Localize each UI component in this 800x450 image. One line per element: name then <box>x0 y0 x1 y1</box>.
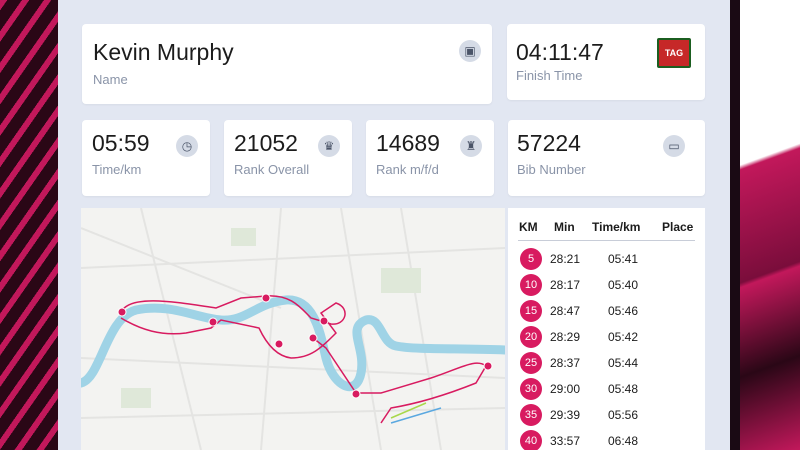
id-card-icon[interactable]: ▣ <box>459 40 481 62</box>
crown-icon[interactable]: ♛ <box>318 135 340 157</box>
runner-name: Kevin Murphy <box>93 39 234 65</box>
stat-label: Time/km <box>92 162 142 177</box>
km-badge: 25 <box>520 352 542 374</box>
header-divider <box>518 240 695 241</box>
km-badge: 40 <box>520 430 542 450</box>
stat-card-pace: 05:59 Time/km ◷ <box>82 120 210 196</box>
sponsor-logo-text: TAG <box>664 48 684 58</box>
stat-label: Rank m/f/d <box>376 162 439 177</box>
split-min: 28:37 <box>550 356 581 370</box>
km-badge: 5 <box>520 248 542 270</box>
km-marker[interactable] <box>319 316 329 326</box>
stat-value: 21052 <box>234 130 298 156</box>
split-min: 29:00 <box>550 382 581 396</box>
split-min: 28:17 <box>550 278 581 292</box>
route-map-svg <box>81 208 505 450</box>
stat-card-rank-gender: 14689 Rank m/f/d ♜ <box>366 120 494 196</box>
stat-value: 57224 <box>517 130 581 156</box>
split-pace: 05:48 <box>608 382 639 396</box>
trophy-icon[interactable]: ♜ <box>460 135 482 157</box>
km-marker[interactable] <box>117 307 127 317</box>
km-badge: 20 <box>520 326 542 348</box>
split-pace: 05:44 <box>608 356 639 370</box>
km-badge: 30 <box>520 378 542 400</box>
split-pace: 06:48 <box>608 434 639 448</box>
table-row[interactable]: 40 33:57 06:48 <box>508 430 705 450</box>
finish-time-label: Finish Time <box>516 68 583 83</box>
km-marker[interactable] <box>483 361 493 371</box>
table-row[interactable]: 20 28:29 05:42 <box>508 326 705 352</box>
stat-value: 05:59 <box>92 130 150 156</box>
table-row[interactable]: 30 29:00 05:48 <box>508 378 705 404</box>
km-badge: 15 <box>520 300 542 322</box>
header-place: Place <box>662 220 694 234</box>
route-extension-blue <box>390 407 442 424</box>
stat-label: Bib Number <box>517 162 586 177</box>
background-stripes-right <box>740 0 800 450</box>
km-marker[interactable] <box>208 317 218 327</box>
split-min: 28:21 <box>550 252 581 266</box>
ticket-icon[interactable]: ▭ <box>663 135 685 157</box>
split-pace: 05:42 <box>608 330 639 344</box>
split-min: 33:57 <box>550 434 581 448</box>
splits-table: KM Min Time/km Place 5 28:21 05:41 10 28… <box>508 208 705 450</box>
km-markers <box>117 293 493 399</box>
table-row[interactable]: 25 28:37 05:44 <box>508 352 705 378</box>
stat-card-bib: 57224 Bib Number ▭ <box>508 120 705 196</box>
split-pace: 05:46 <box>608 304 639 318</box>
route-map[interactable] <box>81 208 505 450</box>
split-pace: 05:56 <box>608 408 639 422</box>
finish-time-card: 04:11:47 Finish Time TAG <box>507 24 705 100</box>
split-min: 29:39 <box>550 408 581 422</box>
split-pace: 05:41 <box>608 252 639 266</box>
split-min: 28:29 <box>550 330 581 344</box>
sponsor-logo: TAG <box>657 38 691 68</box>
name-label: Name <box>93 72 128 87</box>
km-marker[interactable] <box>261 293 271 303</box>
stat-card-rank-overall: 21052 Rank Overall ♛ <box>224 120 352 196</box>
km-marker[interactable] <box>351 389 361 399</box>
stat-value: 14689 <box>376 130 440 156</box>
header-min: Min <box>554 220 575 234</box>
table-row[interactable]: 10 28:17 05:40 <box>508 274 705 300</box>
stat-label: Rank Overall <box>234 162 310 177</box>
header-pace: Time/km <box>592 220 641 234</box>
name-card: Kevin Murphy Name ▣ <box>82 24 492 104</box>
background-stripes-left <box>0 0 60 450</box>
table-row[interactable]: 5 28:21 05:41 <box>508 248 705 274</box>
km-badge: 10 <box>520 274 542 296</box>
river <box>81 295 505 391</box>
table-row[interactable]: 35 29:39 05:56 <box>508 404 705 430</box>
split-min: 28:47 <box>550 304 581 318</box>
finish-time: 04:11:47 <box>516 39 604 65</box>
timer-icon[interactable]: ◷ <box>176 135 198 157</box>
map-parks <box>121 228 421 408</box>
header-km: KM <box>519 220 538 234</box>
km-marker[interactable] <box>274 339 284 349</box>
route-extension-green <box>390 402 427 419</box>
km-badge: 35 <box>520 404 542 426</box>
km-marker[interactable] <box>308 333 318 343</box>
split-pace: 05:40 <box>608 278 639 292</box>
table-row[interactable]: 15 28:47 05:46 <box>508 300 705 326</box>
